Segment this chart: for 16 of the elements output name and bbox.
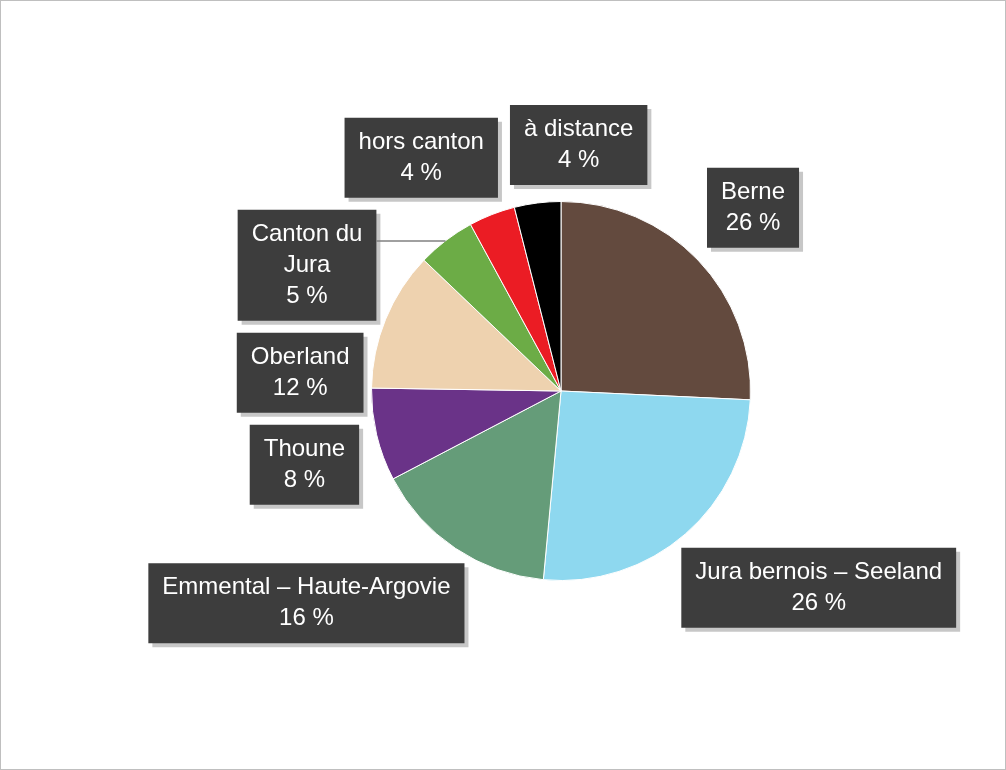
slice-label: Oberland [250, 341, 350, 369]
slice-label: Thoune [263, 433, 346, 461]
data-label: 16 % [279, 603, 334, 631]
data-label: 8 % [283, 464, 326, 492]
data-label: 5 % [286, 280, 328, 308]
slice-label: à distance [523, 114, 634, 142]
slice-label: hors canton [358, 126, 484, 154]
slice-label: Jura bernois – Seeland [695, 556, 943, 584]
data-label: 26 % [791, 587, 847, 615]
slice-label: Berne [721, 176, 786, 204]
data-label: 12 % [272, 372, 328, 400]
data-label: 4 % [557, 145, 600, 173]
data-label: 26 % [725, 207, 781, 235]
data-label: 4 % [400, 157, 442, 185]
slice-label: Canton du Jura [251, 218, 363, 277]
slice-label: Emmental – Haute-Argovie [162, 572, 451, 600]
